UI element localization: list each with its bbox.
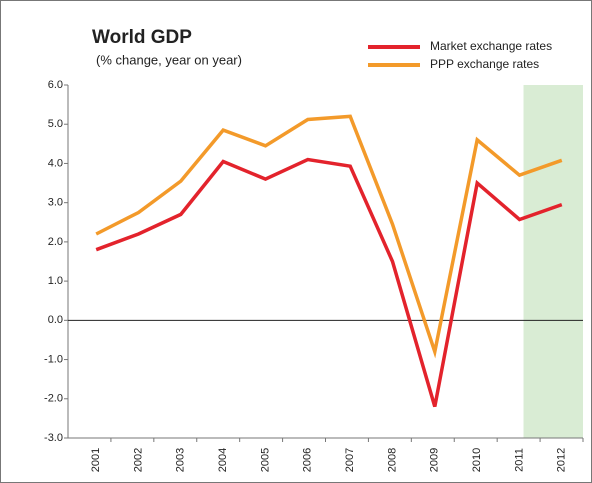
y-tick-label: 2.0 xyxy=(48,236,63,248)
x-tick-label: 2005 xyxy=(259,448,271,472)
series-line xyxy=(95,114,563,359)
chart-subtitle: (% change, year on year) xyxy=(96,52,242,67)
x-tick-label: 2006 xyxy=(302,448,314,472)
x-tick-label: 2001 xyxy=(90,448,102,472)
y-tick-label: 4.0 xyxy=(48,157,63,169)
x-tick-label: 2011 xyxy=(513,448,525,472)
legend-label: PPP exchange rates xyxy=(430,57,539,71)
y-tick-label: 0.0 xyxy=(48,314,63,326)
y-tick-label: 6.0 xyxy=(48,79,63,91)
highlight-band xyxy=(523,85,583,438)
x-tick-label: 2010 xyxy=(471,448,483,472)
x-tick-label: 2002 xyxy=(132,448,144,472)
x-tick-label: 2004 xyxy=(217,448,229,472)
x-tick-label: 2003 xyxy=(175,448,187,472)
y-tick-label: 3.0 xyxy=(48,197,63,209)
y-tick-label: -1.0 xyxy=(44,353,63,365)
x-tick-label: 2009 xyxy=(429,448,441,472)
x-tick-label: 2007 xyxy=(344,448,356,472)
legend-label: Market exchange rates xyxy=(430,39,552,53)
x-tick-label: 2012 xyxy=(556,448,568,472)
chart-title: World GDP xyxy=(92,27,192,48)
series-line xyxy=(95,157,563,408)
y-tick-label: 5.0 xyxy=(48,118,63,130)
x-tick-label: 2008 xyxy=(386,448,398,472)
y-tick-label: 1.0 xyxy=(48,275,63,287)
y-tick-label: -2.0 xyxy=(44,393,63,405)
y-tick-label: -3.0 xyxy=(44,432,63,444)
